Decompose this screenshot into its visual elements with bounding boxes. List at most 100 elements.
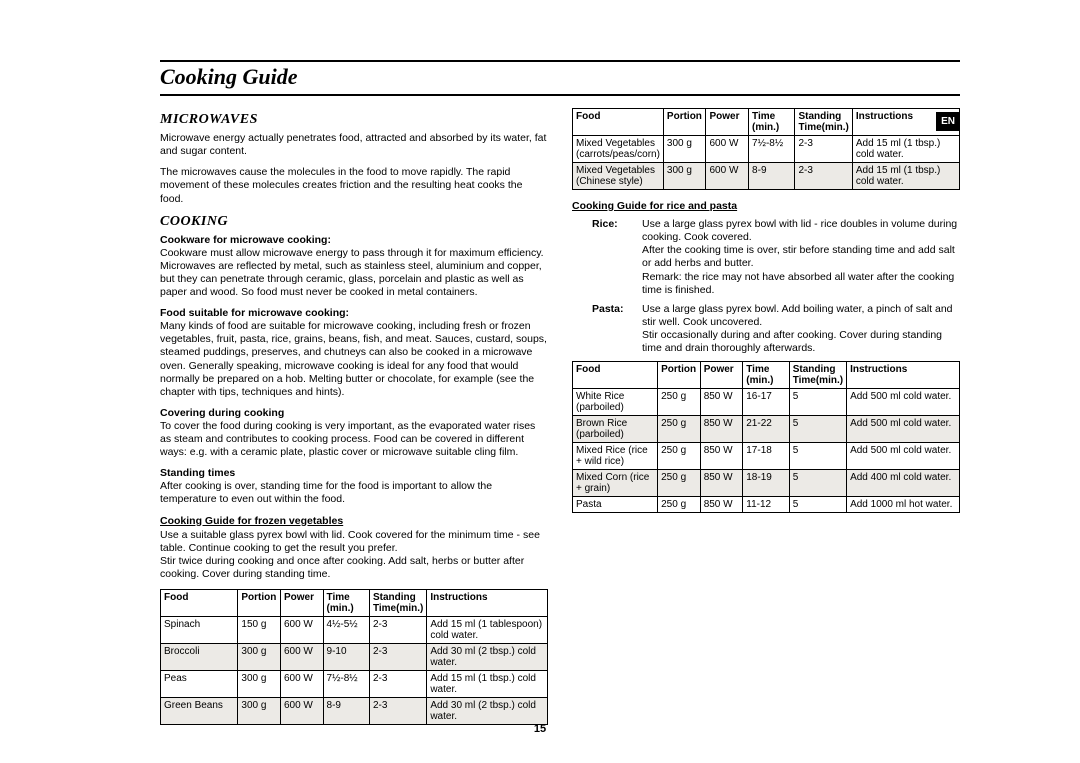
table-cell: 250 g (658, 389, 701, 416)
table-cell: 21-22 (743, 416, 789, 443)
table-row: Mixed Vegetables (carrots/peas/corn)300 … (573, 136, 960, 163)
table-row: Mixed Corn (rice + grain)250 g850 W18-19… (573, 470, 960, 497)
mixed-veg-table: Food Portion Power Time (min.) Standing … (572, 108, 960, 190)
cookware-para: Cookware must allow microwave energy to … (160, 247, 548, 300)
table-cell: Add 500 ml cold water. (847, 389, 960, 416)
table-cell: Add 15 ml (1 tablespoon) cold water. (427, 617, 548, 644)
table-cell: Add 1000 ml hot water. (847, 497, 960, 513)
table-row: White Rice (parboiled)250 g850 W16-175Ad… (573, 389, 960, 416)
microwaves-p1: Microwave energy actually penetrates foo… (160, 132, 548, 158)
th-time: Time (min.) (743, 362, 789, 389)
table-cell: Add 500 ml cold water. (847, 416, 960, 443)
table-row: Mixed Vegetables (Chinese style)300 g600… (573, 163, 960, 190)
table-cell: 600 W (280, 644, 323, 671)
pasta-desc: Use a large glass pyrex bowl. Add boilin… (642, 303, 960, 356)
table-row: Broccoli300 g600 W9-102-3Add 30 ml (2 tb… (161, 644, 548, 671)
table-cell: Add 500 ml cold water. (847, 443, 960, 470)
table-cell: Add 30 ml (2 tbsp.) cold water. (427, 644, 548, 671)
right-column: Food Portion Power Time (min.) Standing … (572, 106, 960, 725)
table-cell: Broccoli (161, 644, 238, 671)
th-power: Power (700, 362, 743, 389)
table-cell: 600 W (706, 163, 749, 190)
table-cell: 300 g (663, 163, 706, 190)
table-cell: 2-3 (795, 163, 852, 190)
table-cell: 850 W (700, 389, 743, 416)
table-cell: 8-9 (749, 163, 795, 190)
table-cell: Peas (161, 671, 238, 698)
table-cell: 250 g (658, 416, 701, 443)
left-column: MICROWAVES Microwave energy actually pen… (160, 106, 548, 725)
pasta-def: Pasta: Use a large glass pyrex bowl. Add… (592, 303, 960, 356)
table-cell: Mixed Corn (rice + grain) (573, 470, 658, 497)
table-header-row: Food Portion Power Time (min.) Standing … (573, 362, 960, 389)
table-cell: Brown Rice (parboiled) (573, 416, 658, 443)
th-time: Time (min.) (323, 590, 369, 617)
table-cell: 11-12 (743, 497, 789, 513)
table-header-row: Food Portion Power Time (min.) Standing … (573, 109, 960, 136)
frozen-veg-heading: Cooking Guide for frozen vegetables (160, 515, 548, 527)
title-bar: Cooking Guide (160, 60, 960, 96)
table-cell: 300 g (238, 698, 281, 725)
microwaves-p2: The microwaves cause the molecules in th… (160, 166, 548, 205)
th-standing: Standing Time(min.) (369, 590, 426, 617)
table-cell: 600 W (280, 617, 323, 644)
th-power: Power (706, 109, 749, 136)
table-cell: Spinach (161, 617, 238, 644)
th-standing: Standing Time(min.) (789, 362, 846, 389)
language-tag: EN (936, 112, 960, 131)
th-portion: Portion (658, 362, 701, 389)
th-standing: Standing Time(min.) (795, 109, 852, 136)
table-cell: 2-3 (369, 671, 426, 698)
table-cell: 8-9 (323, 698, 369, 725)
table-cell: Add 15 ml (1 tbsp.) cold water. (427, 671, 548, 698)
table-cell: 250 g (658, 497, 701, 513)
table-cell: Mixed Vegetables (carrots/peas/corn) (573, 136, 664, 163)
food-suitable-para: Many kinds of food are suitable for micr… (160, 320, 548, 399)
rice-term: Rice: (592, 218, 642, 297)
rice-def: Rice: Use a large glass pyrex bowl with … (592, 218, 960, 297)
table-cell: 2-3 (369, 698, 426, 725)
th-portion: Portion (663, 109, 706, 136)
table-row: Green Beans300 g600 W8-92-3Add 30 ml (2 … (161, 698, 548, 725)
th-power: Power (280, 590, 323, 617)
rice-pasta-table: Food Portion Power Time (min.) Standing … (572, 361, 960, 513)
table-cell: 2-3 (795, 136, 852, 163)
frozen-veg-para: Use a suitable glass pyrex bowl with lid… (160, 529, 548, 582)
covering-para: To cover the food during cooking is very… (160, 420, 548, 459)
table-cell: 16-17 (743, 389, 789, 416)
table-row: Brown Rice (parboiled)250 g850 W21-225Ad… (573, 416, 960, 443)
th-food: Food (573, 109, 664, 136)
rice-desc: Use a large glass pyrex bowl with lid - … (642, 218, 960, 297)
pasta-term: Pasta: (592, 303, 642, 356)
microwaves-heading: MICROWAVES (160, 112, 548, 128)
table-cell: 850 W (700, 497, 743, 513)
standing-heading: Standing times (160, 467, 548, 479)
table-cell: 5 (789, 470, 846, 497)
page-title: Cooking Guide (160, 64, 960, 90)
table-cell: 7½-8½ (749, 136, 795, 163)
table-cell: 5 (789, 389, 846, 416)
table-cell: 600 W (280, 671, 323, 698)
table-row: Mixed Rice (rice + wild rice)250 g850 W1… (573, 443, 960, 470)
table-cell: 2-3 (369, 644, 426, 671)
table-cell: Green Beans (161, 698, 238, 725)
table-cell: Add 30 ml (2 tbsp.) cold water. (427, 698, 548, 725)
page-content: Cooking Guide MICROWAVES Microwave energ… (0, 0, 1080, 755)
th-food: Food (161, 590, 238, 617)
table-cell: 850 W (700, 470, 743, 497)
table-cell: 5 (789, 443, 846, 470)
table-header-row: Food Portion Power Time (min.) Standing … (161, 590, 548, 617)
table-cell: Add 15 ml (1 tbsp.) cold water. (852, 163, 959, 190)
table-row: Spinach150 g600 W4½-5½2-3Add 15 ml (1 ta… (161, 617, 548, 644)
table-cell: Mixed Vegetables (Chinese style) (573, 163, 664, 190)
table-cell: Add 15 ml (1 tbsp.) cold water. (852, 136, 959, 163)
th-food: Food (573, 362, 658, 389)
table-cell: 5 (789, 497, 846, 513)
table-cell: Mixed Rice (rice + wild rice) (573, 443, 658, 470)
frozen-veg-table: Food Portion Power Time (min.) Standing … (160, 589, 548, 725)
th-instr: Instructions (427, 590, 548, 617)
table-cell: 300 g (238, 671, 281, 698)
table-cell: 150 g (238, 617, 281, 644)
rice-pasta-defs: Rice: Use a large glass pyrex bowl with … (572, 218, 960, 355)
table-cell: 17-18 (743, 443, 789, 470)
